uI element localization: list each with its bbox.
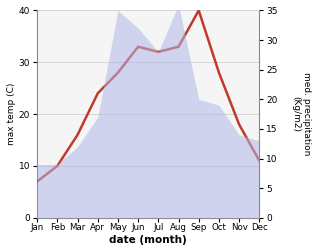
- Y-axis label: med. precipitation
(Kg/m2): med. precipitation (Kg/m2): [292, 72, 311, 156]
- X-axis label: date (month): date (month): [109, 235, 187, 245]
- Y-axis label: max temp (C): max temp (C): [7, 83, 16, 145]
